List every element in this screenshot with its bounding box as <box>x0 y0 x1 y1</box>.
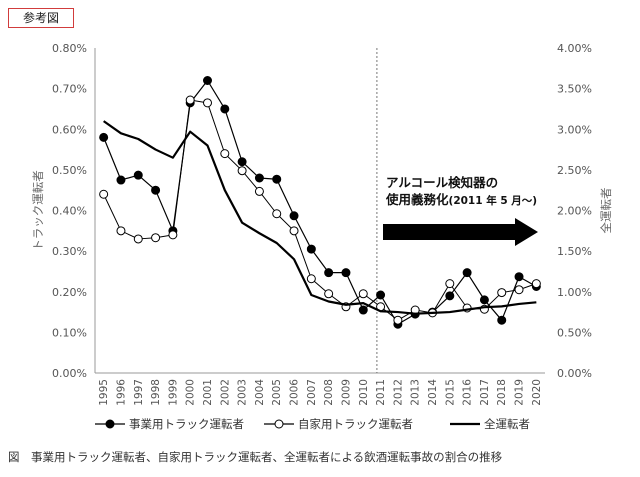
legend-label: 全運転者 <box>484 417 530 431</box>
y-tick-label-right: 0.00% <box>557 367 592 380</box>
x-tick-label: 2012 <box>392 379 404 406</box>
series-1-point <box>220 104 230 114</box>
series-1-point <box>116 175 126 185</box>
series-2-point <box>203 98 212 108</box>
y-tick-label-left: 0.50% <box>52 164 87 177</box>
x-tick-label: 2005 <box>271 379 283 406</box>
x-tick-label: 2010 <box>358 379 370 406</box>
legend-label: 自家用トラック運転者 <box>298 417 413 431</box>
series-2-point <box>185 95 195 105</box>
x-tick-label: 2000 <box>185 379 197 406</box>
annotation-arrow <box>383 218 538 246</box>
series-1-point <box>479 295 489 305</box>
series-2-point <box>289 226 299 236</box>
y-tick-label-left: 0.60% <box>52 123 87 136</box>
y-tick-label-left: 0.70% <box>52 83 87 96</box>
y-tick-label-left: 0.30% <box>52 245 87 258</box>
series-2-point <box>99 189 109 199</box>
series-1-point <box>306 244 316 254</box>
series-1-point <box>99 132 109 142</box>
series-2-point <box>272 209 282 219</box>
reference-figure-label: 参考図 <box>8 8 74 28</box>
series-2-point <box>393 315 403 325</box>
series-1-point <box>151 185 161 195</box>
y-tick-label-left: 0.80% <box>52 42 87 55</box>
annotation-line2: 使用義務化(2011 年 5 月～) <box>385 192 537 207</box>
y-tick-label-left: 0.10% <box>52 326 87 339</box>
y-tick-label-right: 1.00% <box>557 286 592 299</box>
series-1-point <box>497 315 507 325</box>
x-tick-label: 2002 <box>219 379 231 406</box>
x-tick-label: 1996 <box>115 379 127 406</box>
series-2-point <box>151 233 161 243</box>
series-2-point <box>254 186 264 196</box>
y-tick-label-right: 2.00% <box>557 205 592 218</box>
x-tick-label: 2020 <box>531 379 543 406</box>
annotation-line1: アルコール検知器の <box>386 175 498 190</box>
series-2-point <box>306 274 316 284</box>
x-tick-label: 1995 <box>98 379 110 406</box>
series-1-point <box>324 268 334 278</box>
series-2-point <box>220 149 230 159</box>
y-tick-label-left: 0.40% <box>52 205 87 218</box>
series-2-point <box>445 279 455 289</box>
x-tick-label: 2001 <box>202 379 214 406</box>
series-1-point <box>445 291 455 301</box>
x-tick-label: 2017 <box>479 379 491 406</box>
x-tick-label: 2018 <box>496 379 508 406</box>
y-axis-title-left: トラック運転者 <box>31 170 45 251</box>
series-1-point <box>203 76 212 85</box>
y-axis-title-right: 全運転者 <box>599 188 613 234</box>
series-2-point <box>497 288 507 298</box>
series-2-point <box>531 279 541 289</box>
x-tick-label: 1997 <box>133 379 145 406</box>
series-2-point <box>133 234 143 244</box>
x-tick-label: 2006 <box>289 379 301 406</box>
series-2-point <box>116 226 126 236</box>
series-1-point <box>514 272 524 282</box>
line-chart: 0.00% 0.10% 0.20% 0.30% 0.40% 0.50% 0.60% 0.70%… <box>31 42 613 431</box>
figure-caption: 図 事業用トラック運転者、自家用トラック運転者、全運転者による飲酒運転事故の割合… <box>8 450 503 464</box>
y-tick-label-right: 3.50% <box>557 83 592 96</box>
x-tick-label: 1999 <box>167 379 179 406</box>
legend-marker <box>105 419 115 429</box>
series-1-point <box>358 305 368 315</box>
series-1-point <box>237 157 247 167</box>
x-tick-label: 2013 <box>410 379 422 406</box>
series-line-2 <box>103 99 537 321</box>
y-tick-label-left: 0.20% <box>52 286 87 299</box>
y-tick-label-right: 2.50% <box>557 164 592 177</box>
x-tick-label: 2015 <box>444 379 456 406</box>
series-line-3 <box>103 120 537 315</box>
x-tick-label: 2016 <box>462 379 474 406</box>
y-tick-label-right: 3.00% <box>557 123 592 136</box>
series-1-point <box>462 268 472 278</box>
x-tick-label: 2011 <box>375 379 387 406</box>
y-tick-label-left: 0.00% <box>52 367 87 380</box>
series-1-point <box>272 174 282 184</box>
series-1-point <box>254 173 264 183</box>
series-2-point <box>237 166 247 176</box>
y-tick-label-right: 0.50% <box>557 326 592 339</box>
x-tick-label: 2009 <box>340 379 352 406</box>
y-tick-label-right: 4.00% <box>557 42 592 55</box>
x-tick-label: 1998 <box>150 379 162 406</box>
x-tick-label: 2003 <box>237 379 249 406</box>
x-tick-label: 2008 <box>323 379 335 406</box>
x-tick-label: 2019 <box>514 379 526 406</box>
x-tick-label: 2007 <box>306 379 318 406</box>
series-2-point <box>514 285 524 295</box>
series-1-point <box>289 211 299 221</box>
series-1-point <box>376 290 386 300</box>
series-2-point <box>168 230 178 240</box>
x-tick-label: 2004 <box>254 379 266 406</box>
series-2-point <box>358 289 368 299</box>
series-1-point <box>133 170 143 180</box>
x-tick-label: 2014 <box>427 379 439 406</box>
legend-label: 事業用トラック運転者 <box>129 417 244 431</box>
legend-marker <box>274 419 284 429</box>
y-tick-label-right: 1.50% <box>557 245 592 258</box>
series-1-point <box>341 268 351 278</box>
series-2-point <box>324 289 334 299</box>
